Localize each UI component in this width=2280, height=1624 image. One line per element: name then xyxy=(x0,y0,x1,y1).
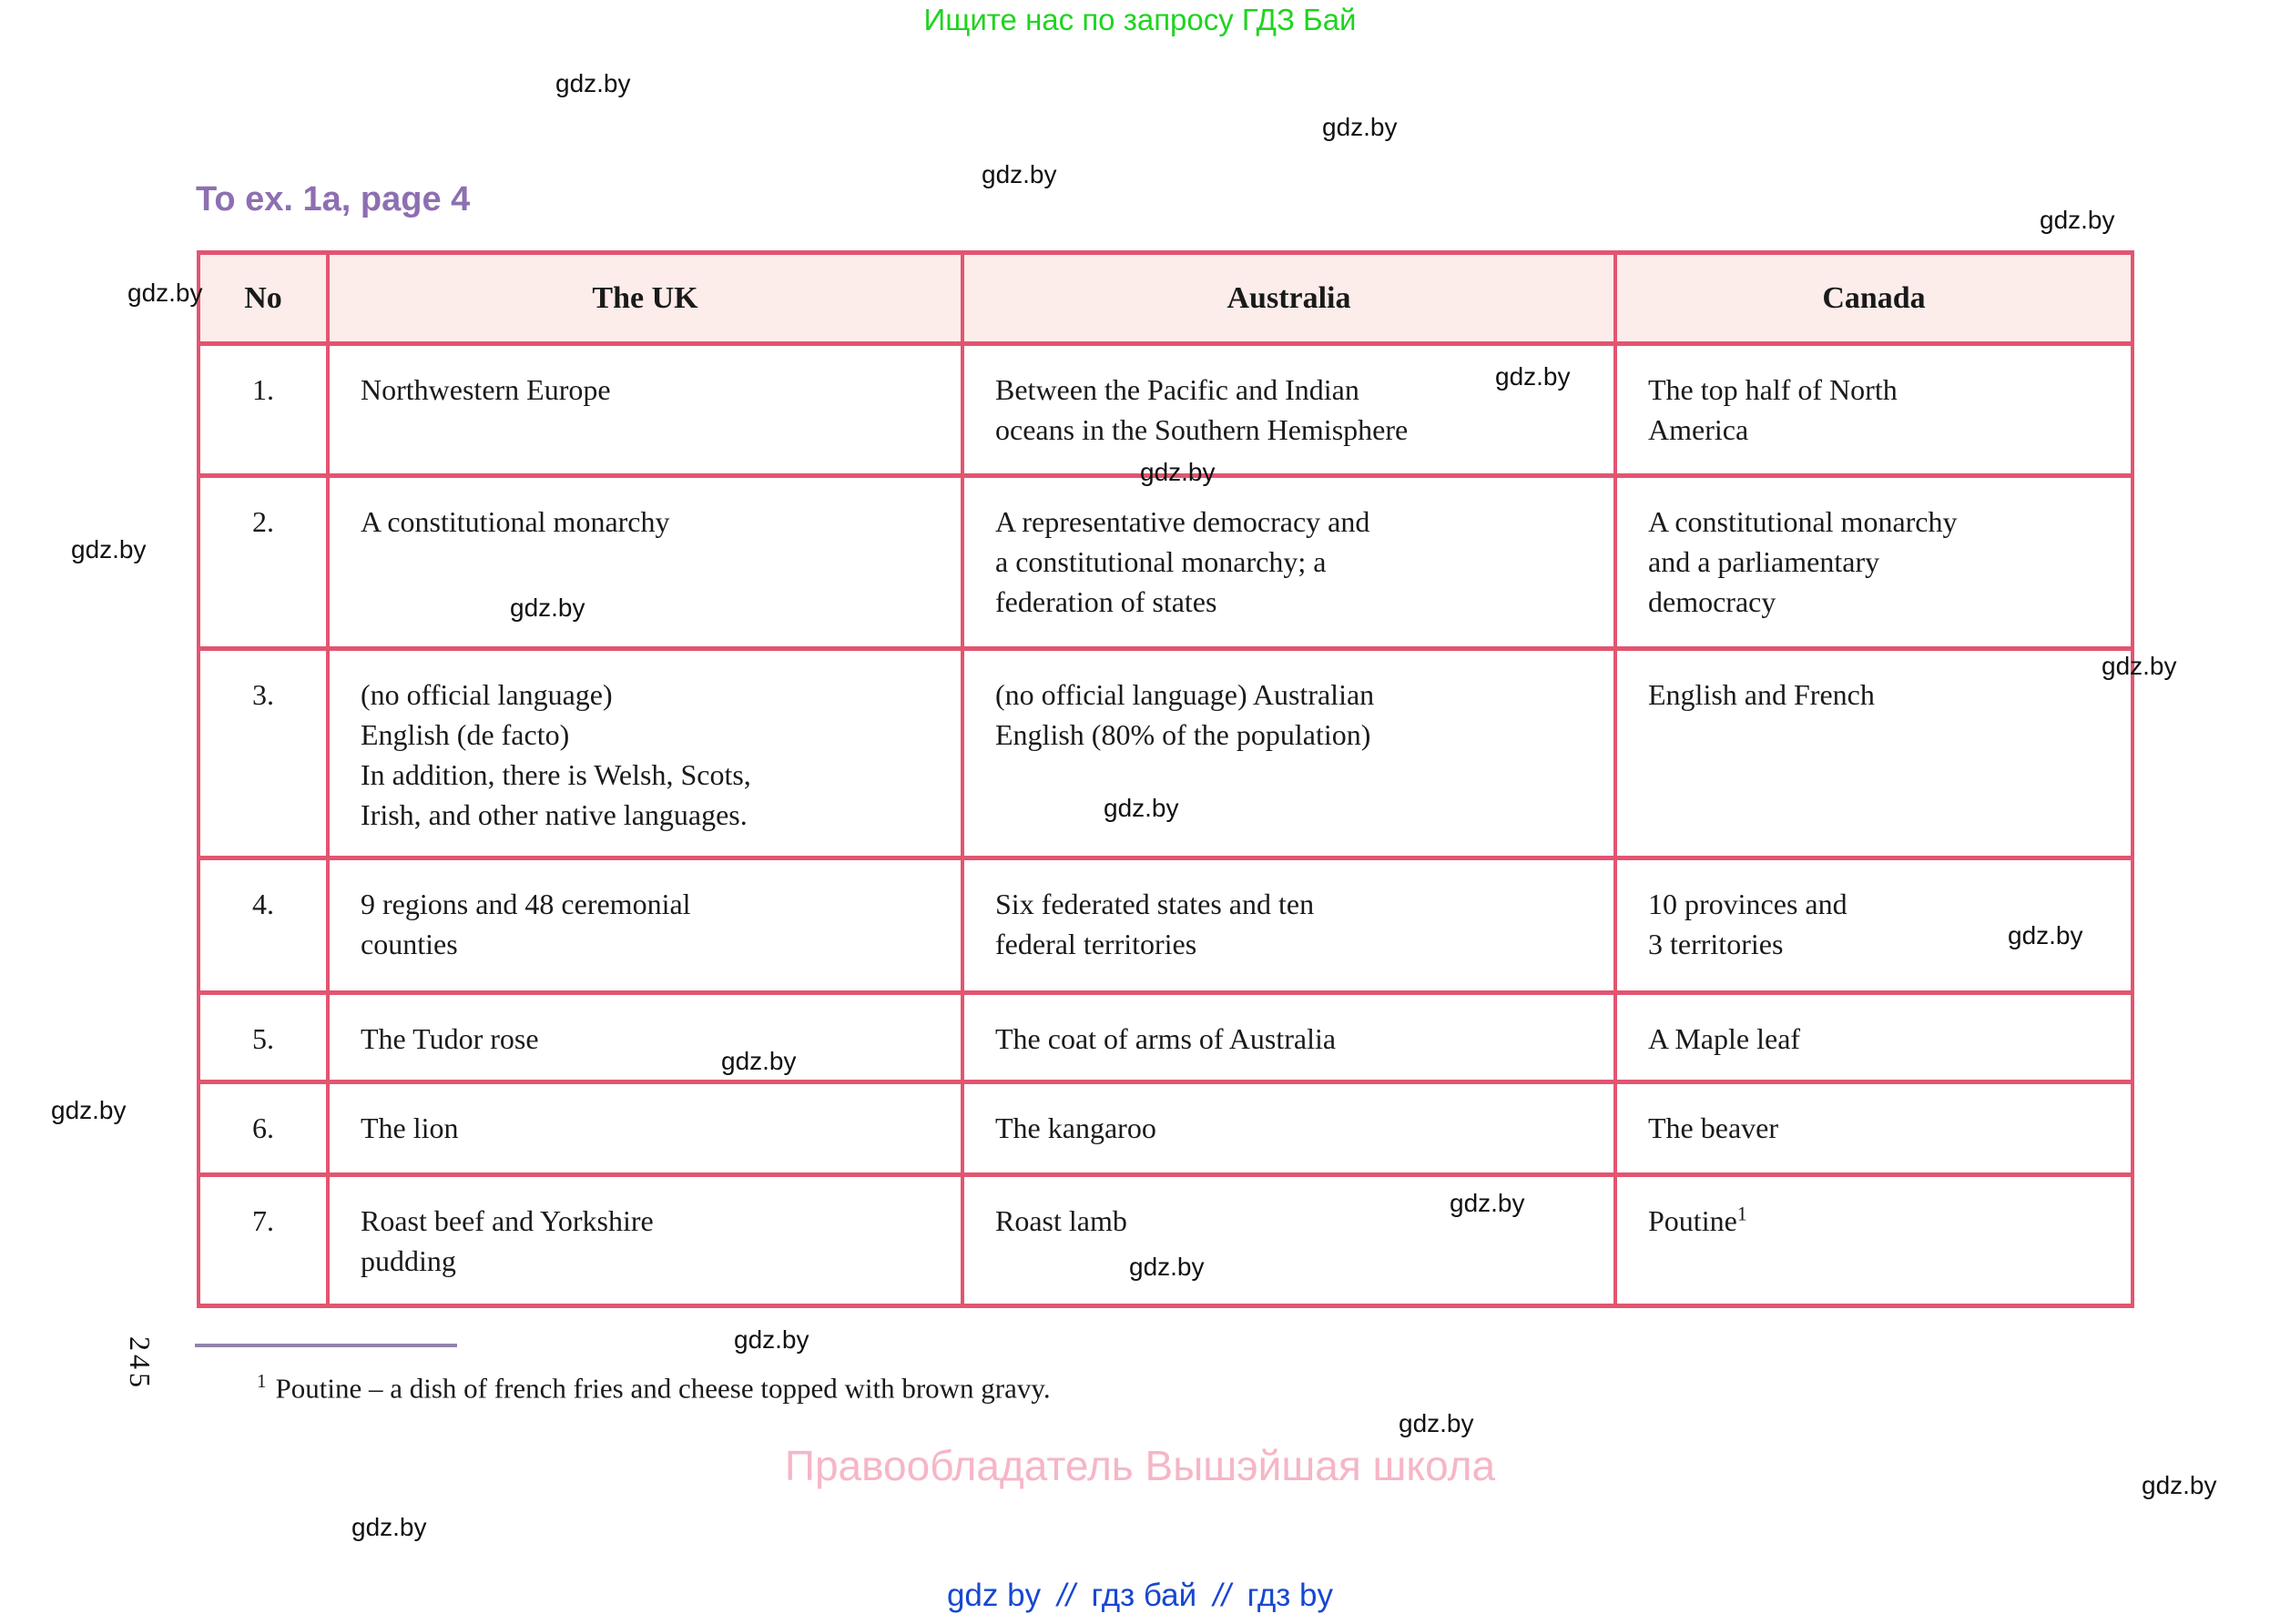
row-number: 6. xyxy=(197,1080,330,1177)
footer-link-gdz-by-2[interactable]: гдз by xyxy=(1247,1578,1334,1613)
watermark: gdz.by xyxy=(2102,652,2177,680)
canada-cell: A Maple leaf xyxy=(1613,990,2134,1084)
table-row: 3. (no official language) English (de fa… xyxy=(197,646,2134,860)
footer-link-separator: // xyxy=(1057,1578,1075,1613)
watermark: gdz.by xyxy=(1495,362,1571,391)
uk-cell: Roast beef and Yorkshire pudding xyxy=(326,1172,964,1308)
table-row: 1. Northwestern Europe Between the Pacif… xyxy=(197,341,2134,478)
canada-cell-text: Poutine xyxy=(1648,1204,1737,1237)
column-header-no: No xyxy=(197,250,330,346)
watermark: gdz.by xyxy=(2008,921,2083,949)
footnote-divider xyxy=(195,1344,457,1347)
australia-cell: The kangaroo xyxy=(961,1080,1617,1177)
australia-cell: (no official language) Australian Englis… xyxy=(961,646,1617,860)
footer-link-gdz-bai[interactable]: гдз бай xyxy=(1091,1578,1197,1613)
footer-link-separator: // xyxy=(1213,1578,1231,1613)
watermark: gdz.by xyxy=(2142,1471,2217,1499)
table-row: 6. The lion The kangaroo The beaver xyxy=(197,1080,2134,1177)
promo-banner: Ищите нас по запросу ГДЗ Бай xyxy=(923,3,1357,36)
row-number: 4. xyxy=(197,856,330,995)
australia-cell: A representative democracy and a constit… xyxy=(961,473,1617,651)
column-header-australia: Australia xyxy=(961,250,1617,346)
uk-cell: (no official language) English (de facto… xyxy=(326,646,964,860)
column-header-canada: Canada xyxy=(1613,250,2134,346)
uk-cell: The Tudor rose xyxy=(326,990,964,1084)
watermark: gdz.by xyxy=(51,1096,127,1124)
watermark: gdz.by xyxy=(555,69,631,97)
copyright-line: Правообладатель Вышэйшая школа xyxy=(784,1442,1496,1489)
canada-cell: The beaver xyxy=(1613,1080,2134,1177)
table-row: 7. Roast beef and Yorkshire pudding Roas… xyxy=(197,1172,2134,1308)
watermark: gdz.by xyxy=(1322,113,1398,141)
watermark: gdz.by xyxy=(510,594,585,622)
footer-link-gdz-by[interactable]: gdz by xyxy=(946,1578,1042,1613)
comparison-table: No The UK Australia Canada 1. Northweste… xyxy=(197,250,2134,1308)
watermark: gdz.by xyxy=(1140,458,1216,486)
row-number: 5. xyxy=(197,990,330,1084)
australia-cell: Between the Pacific and Indian oceans in… xyxy=(961,341,1617,478)
watermark: gdz.by xyxy=(1129,1253,1205,1281)
row-number: 7. xyxy=(197,1172,330,1308)
row-number: 1. xyxy=(197,341,330,478)
canada-cell: Poutine1 xyxy=(1613,1172,2134,1308)
footnote: 1 Poutine – a dish of french fries and ch… xyxy=(257,1362,1532,1407)
uk-cell: A constitutional monarchy xyxy=(326,473,964,651)
footnote-text: Poutine – a dish of french fries and che… xyxy=(275,1372,1051,1405)
footnote-reference: 1 xyxy=(1736,1202,1747,1225)
canada-cell: English and French xyxy=(1613,646,2134,860)
watermark: gdz.by xyxy=(71,535,147,563)
table-row: 5. The Tudor rose The coat of arms of Au… xyxy=(197,990,2134,1084)
watermark: gdz.by xyxy=(127,279,203,307)
australia-cell: The coat of arms of Australia xyxy=(961,990,1617,1084)
watermark: gdz.by xyxy=(982,160,1057,188)
watermark: gdz.by xyxy=(1450,1189,1525,1217)
canada-cell: 10 provinces and 3 territories xyxy=(1613,856,2134,995)
watermark: gdz.by xyxy=(734,1325,809,1354)
watermark: gdz.by xyxy=(1399,1409,1474,1437)
table-header-row: No The UK Australia Canada xyxy=(197,250,2134,346)
column-header-uk: The UK xyxy=(326,250,964,346)
page-number: 245 xyxy=(124,1336,157,1391)
footer-links: gdz by // гдз бай // гдз by xyxy=(0,1578,2280,1614)
australia-cell: Roast lamb xyxy=(961,1172,1617,1308)
uk-cell: Northwestern Europe xyxy=(326,341,964,478)
table-row: 2. A constitutional monarchy A represent… xyxy=(197,473,2134,651)
uk-cell: 9 regions and 48 ceremonial counties xyxy=(326,856,964,995)
watermark: gdz.by xyxy=(2040,206,2115,234)
uk-cell: The lion xyxy=(326,1080,964,1177)
row-number: 2. xyxy=(197,473,330,651)
watermark: gdz.by xyxy=(351,1513,427,1541)
watermark: gdz.by xyxy=(721,1047,797,1075)
footnote-marker: 1 xyxy=(257,1370,267,1392)
canada-cell: The top half of North America xyxy=(1613,341,2134,478)
watermark: gdz.by xyxy=(1104,794,1179,822)
section-heading: To ex. 1a, page 4 xyxy=(196,180,471,218)
table-row: 4. 9 regions and 48 ceremonial counties … xyxy=(197,856,2134,995)
australia-cell: Six federated states and ten federal ter… xyxy=(961,856,1617,995)
row-number: 3. xyxy=(197,646,330,860)
canada-cell: A constitutional monarchy and a parliame… xyxy=(1613,473,2134,651)
